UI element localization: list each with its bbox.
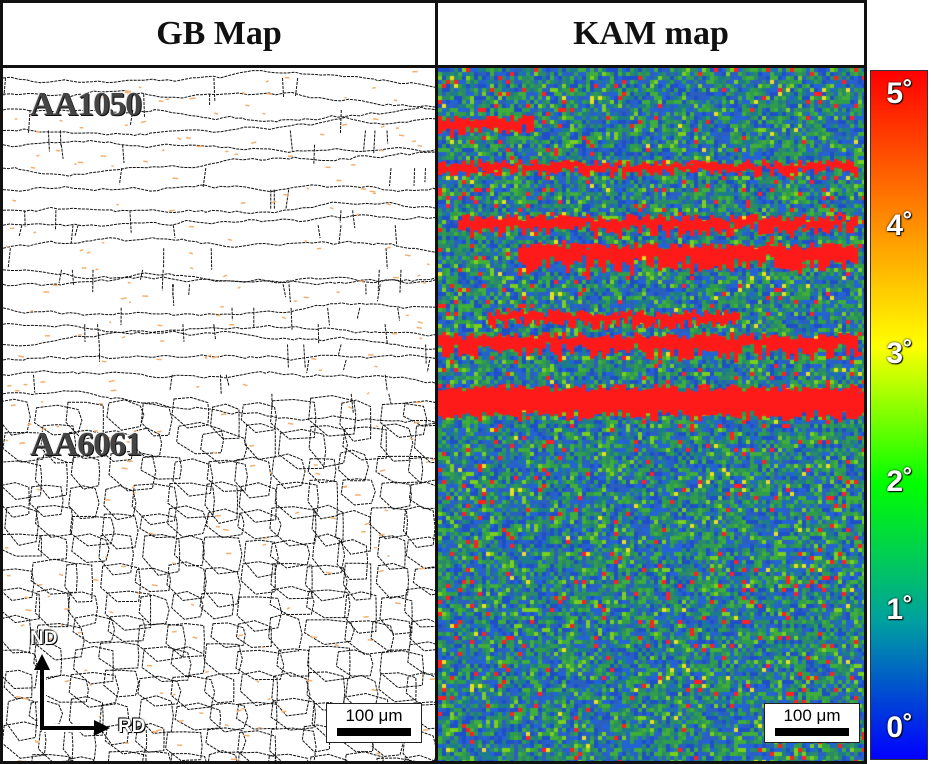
gb-scale-line <box>337 728 411 736</box>
colorbar-tick-4: 4˚ <box>886 209 913 242</box>
gb-map-image <box>3 68 435 761</box>
colorbar-tick-5: 5˚ <box>886 77 913 110</box>
kam-map-image <box>438 68 864 761</box>
gb-scale-bar: 100 μm <box>326 703 422 743</box>
kam-map-header: KAM map <box>435 0 867 68</box>
kam-scale-line <box>775 728 849 736</box>
kam-scale-label: 100 μm <box>783 706 841 725</box>
colorbar-tick-2: 2˚ <box>886 465 913 498</box>
alloy-label-aa1050: AA1050 <box>30 86 142 123</box>
alloy-label-aa6061: AA6061 <box>30 426 142 463</box>
colorbar-tick-3: 3˚ <box>886 337 913 370</box>
kam-colorbar: 5˚ 4˚ 3˚ 2˚ 1˚ 0˚ <box>870 70 928 760</box>
axis-label-rd: RD <box>118 716 146 737</box>
gb-scale-label: 100 μm <box>345 706 403 725</box>
kam-map-title: KAM map <box>573 15 729 52</box>
grain-boundaries <box>3 70 435 761</box>
colorbar-tick-0: 0˚ <box>886 711 913 744</box>
kam-scale-bar: 100 μm <box>764 703 860 743</box>
colorbar-tick-1: 1˚ <box>886 593 913 626</box>
gb-map-title: GB Map <box>156 15 282 52</box>
axis-arrows-icon <box>34 654 110 736</box>
kam-heatmap <box>438 68 864 761</box>
axis-label-nd: ND <box>30 628 58 649</box>
gb-map-header: GB Map <box>0 0 438 68</box>
